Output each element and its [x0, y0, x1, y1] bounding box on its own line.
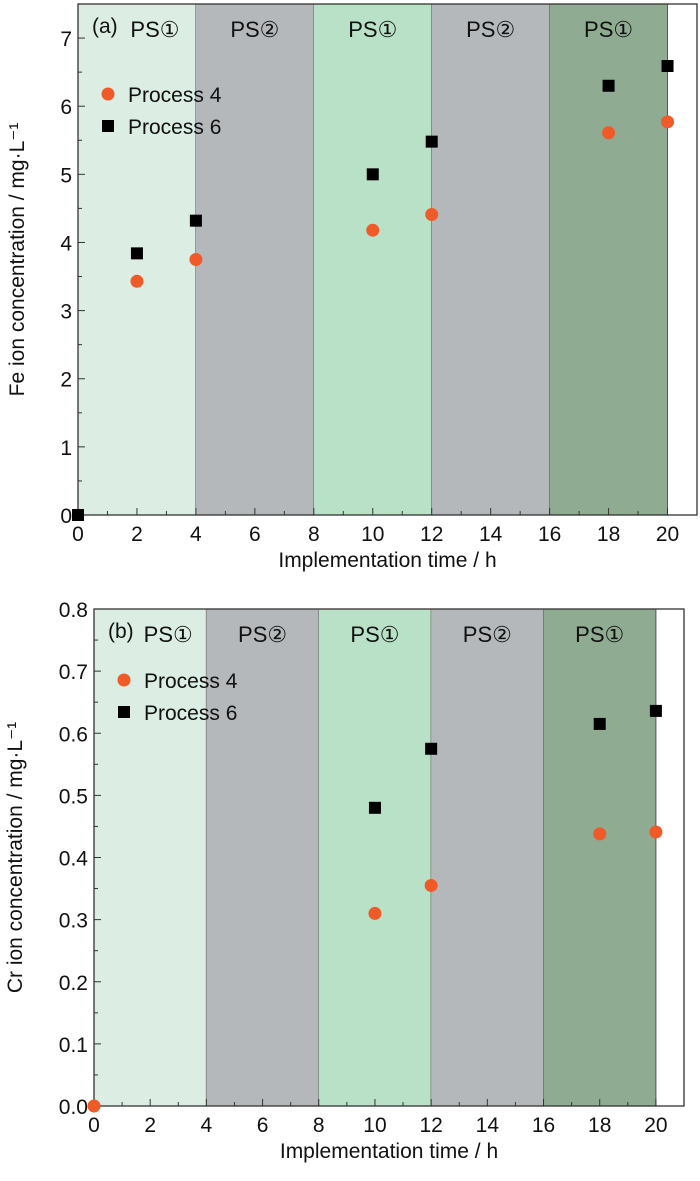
- legend-marker-square: [102, 120, 114, 132]
- phase-region: [318, 609, 432, 1106]
- y-tick-label: 4: [60, 232, 72, 255]
- legend-marker-square: [118, 706, 130, 718]
- y-axis-label: Cr ion concentration / mg·L⁻¹: [4, 722, 27, 993]
- phase-label: PS①: [350, 622, 399, 647]
- phase-label: PS②: [463, 622, 512, 647]
- x-tick-label: 2: [131, 523, 143, 546]
- phase-region: [543, 609, 656, 1106]
- y-tick-label: 0.2: [59, 972, 88, 995]
- phase-region: [195, 4, 314, 515]
- y-tick-label: 0.4: [59, 848, 89, 871]
- y-tick-label: 0.8: [59, 599, 88, 622]
- data-point-process-4: [130, 274, 144, 288]
- phase-label: PS①: [575, 622, 624, 647]
- phase-label: PS②: [466, 17, 515, 42]
- x-tick-label: 4: [201, 1114, 213, 1137]
- x-tick-label: 14: [479, 523, 503, 546]
- data-point-process-4: [661, 115, 675, 129]
- x-tick-label: 18: [597, 523, 620, 546]
- data-point-process-4: [425, 208, 439, 222]
- phase-region: [206, 609, 319, 1106]
- x-tick-label: 12: [419, 1114, 442, 1137]
- phase-region: [431, 4, 550, 515]
- y-tick-label: 0.1: [59, 1034, 88, 1057]
- phase-label: PS①: [584, 17, 633, 42]
- data-point-process-4: [649, 825, 663, 839]
- x-tick-label: 10: [363, 1114, 386, 1137]
- phase-region: [94, 609, 207, 1106]
- x-axis-label: Implementation time / h: [278, 549, 496, 572]
- y-tick-label: 0.5: [59, 785, 88, 808]
- phase-region: [78, 4, 196, 515]
- x-tick-label: 6: [249, 523, 261, 546]
- data-point-process-4: [189, 253, 203, 266]
- phase-label: PS②: [238, 622, 287, 647]
- x-tick-label: 0: [88, 1114, 100, 1137]
- data-point-process-4: [593, 827, 607, 841]
- cr-concentration-chart: PS① PS② PS① PS② PS① (b) 0 2 4 6 8 10 12 14 16 18 20 0.0 0.…: [4, 599, 685, 1163]
- data-point-process-4: [602, 126, 616, 140]
- data-point-process-6: [602, 79, 615, 92]
- phase-label: PS①: [130, 17, 179, 42]
- data-point-process-6: [72, 509, 84, 521]
- phase-label: PS②: [230, 17, 279, 42]
- phase-region: [431, 609, 544, 1106]
- data-point-process-6: [189, 214, 202, 227]
- x-tick-label: 6: [257, 1114, 269, 1137]
- x-axis-label: Implementation time / h: [280, 1140, 498, 1163]
- data-point-process-6: [661, 60, 674, 73]
- legend-label: Process 6: [128, 116, 221, 139]
- x-tick-label: 16: [532, 1114, 555, 1137]
- y-tick-label: 0.7: [59, 661, 88, 684]
- legend-marker-circle: [117, 673, 131, 687]
- x-tick-label: 12: [420, 523, 443, 546]
- y-tick-label: 6: [60, 96, 72, 119]
- data-point-process-6: [649, 704, 662, 717]
- x-tick-label: 14: [476, 1114, 500, 1137]
- plot-frame: [77, 3, 698, 516]
- phase-label: PS①: [348, 17, 397, 42]
- x-tick-label: 16: [538, 523, 561, 546]
- data-point-process-6: [593, 717, 606, 730]
- panel-label: (b): [108, 620, 134, 643]
- y-tick-label: 0.6: [59, 723, 88, 746]
- y-tick-label: 0.3: [59, 910, 88, 933]
- legend-label: Process 4: [128, 84, 222, 107]
- y-tick-label: 7: [60, 28, 72, 51]
- y-axis-label: Fe ion concentration / mg·L⁻¹: [6, 123, 29, 397]
- phase-region: [313, 4, 432, 515]
- y-tick-label: 5: [60, 164, 72, 187]
- x-tick-label: 2: [144, 1114, 156, 1137]
- y-tick-label: 0: [60, 505, 72, 528]
- x-tick-label: 4: [190, 523, 202, 546]
- data-point-process-6: [368, 801, 381, 814]
- x-tick-label: 20: [644, 1114, 667, 1137]
- x-tick-label: 8: [308, 523, 320, 546]
- x-tick-label: 0: [72, 523, 84, 546]
- data-point-process-6: [130, 247, 143, 260]
- x-tick-label: 8: [313, 1114, 325, 1137]
- y-tick-label: 3: [60, 301, 72, 324]
- panel-label: (a): [92, 15, 118, 38]
- data-point-process-6: [366, 168, 379, 181]
- x-tick-label: 10: [361, 523, 384, 546]
- y-tick-label: 1: [60, 437, 72, 460]
- x-tick-label: 18: [588, 1114, 611, 1137]
- y-tick-label: 2: [60, 369, 72, 392]
- data-point-process-4: [366, 223, 380, 237]
- data-point-process-6: [425, 742, 438, 755]
- data-point-process-4: [87, 1099, 101, 1113]
- legend-label: Process 6: [144, 702, 237, 725]
- data-point-process-4: [368, 906, 382, 920]
- x-tick-label: 20: [656, 523, 679, 546]
- data-point-process-4: [424, 878, 438, 892]
- y-tick-label: 0.0: [59, 1096, 88, 1119]
- fe-concentration-chart: PS① PS② PS① PS② PS①(a)0 2 4 6 8 10 12 14 16 18 2001234…: [6, 3, 698, 572]
- legend-marker-circle: [101, 87, 115, 101]
- phase-label: PS①: [144, 622, 193, 647]
- data-point-process-6: [425, 135, 438, 148]
- legend-label: Process 4: [144, 670, 238, 693]
